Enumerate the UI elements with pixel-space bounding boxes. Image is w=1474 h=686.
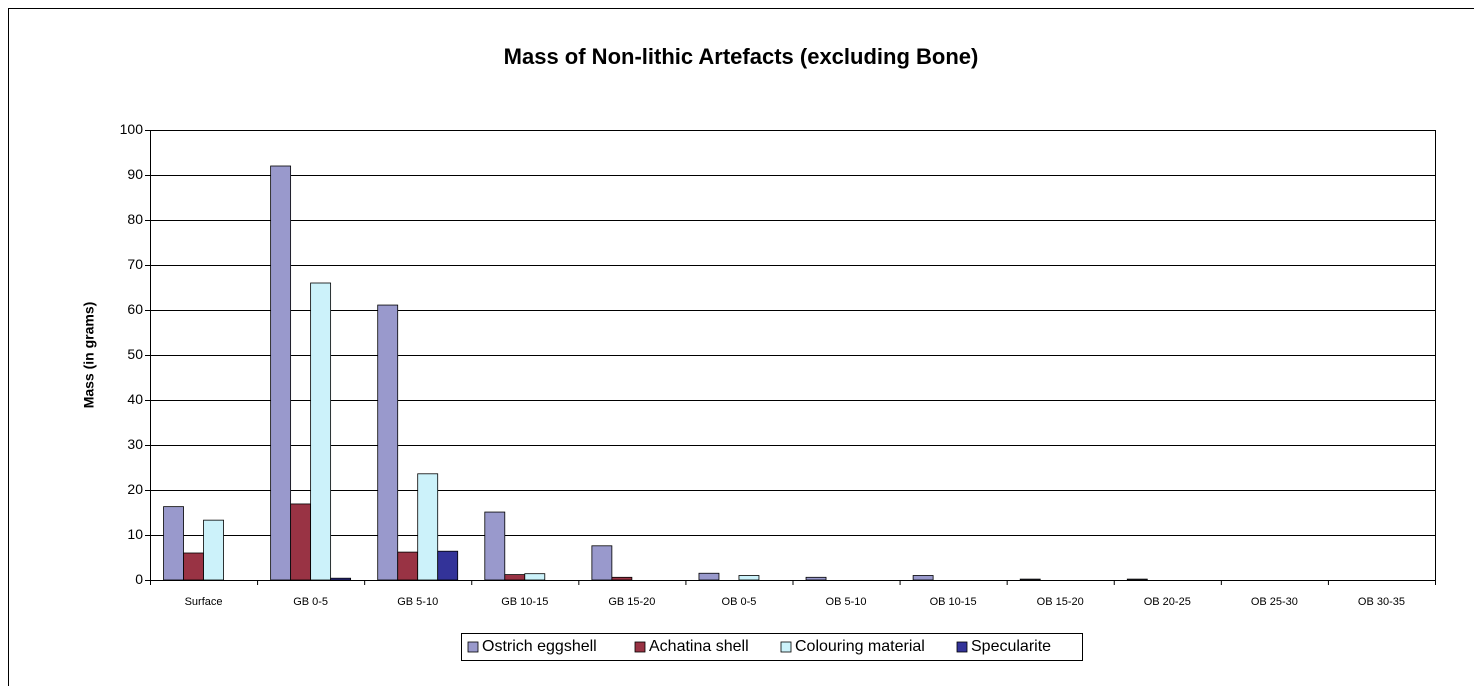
bar xyxy=(437,550,459,581)
legend-label: Colouring material xyxy=(795,638,925,655)
y-tick-label: 30 xyxy=(127,436,143,452)
bar xyxy=(611,576,633,581)
bar xyxy=(1019,578,1041,581)
y-axis-title: Mass (in grams) xyxy=(81,302,97,409)
legend-label: Ostrich eggshell xyxy=(482,638,597,655)
x-tick-label: GB 0-5 xyxy=(293,596,328,608)
y-tick-label: 40 xyxy=(127,391,143,407)
bar xyxy=(805,576,827,581)
x-tick-label: Surface xyxy=(185,596,223,608)
legend xyxy=(461,633,1083,661)
bar xyxy=(310,282,332,581)
bar xyxy=(330,577,352,581)
y-tick-label: 20 xyxy=(127,481,143,497)
x-tick-label: OB 10-15 xyxy=(930,596,977,608)
bar xyxy=(591,545,613,581)
chart-title: Mass of Non-lithic Artefacts (excluding … xyxy=(504,44,979,69)
legend-swatch xyxy=(467,641,479,653)
x-tick-label: OB 0-5 xyxy=(722,596,757,608)
y-tick-label: 50 xyxy=(127,346,143,362)
bar xyxy=(417,473,439,581)
bar xyxy=(397,551,419,581)
bar xyxy=(504,574,526,581)
legend-swatch xyxy=(634,641,646,653)
y-tick-label: 70 xyxy=(127,256,143,272)
bar xyxy=(183,552,204,581)
bar xyxy=(290,503,312,581)
bar xyxy=(738,575,760,581)
x-tick-label: OB 15-20 xyxy=(1037,596,1084,608)
chart-border xyxy=(8,8,1474,686)
x-tick-label: GB 15-20 xyxy=(608,596,655,608)
bar xyxy=(484,511,506,581)
bar xyxy=(524,573,546,581)
bar xyxy=(698,572,720,581)
y-tick-label: 0 xyxy=(135,571,143,587)
legend-label: Specularite xyxy=(971,638,1051,655)
bar xyxy=(163,506,184,581)
legend-swatch xyxy=(956,641,968,653)
x-tick-label: OB 20-25 xyxy=(1144,596,1191,608)
legend-label: Achatina shell xyxy=(649,638,749,655)
x-tick-label: GB 5-10 xyxy=(397,596,438,608)
y-tick-label: 90 xyxy=(127,166,143,182)
legend-swatch xyxy=(780,641,792,653)
bar xyxy=(1126,578,1148,581)
y-tick-label: 80 xyxy=(127,211,143,227)
bar xyxy=(203,519,224,581)
x-tick-label: OB 5-10 xyxy=(826,596,867,608)
y-tick-label: 60 xyxy=(127,301,143,317)
x-tick-label: GB 10-15 xyxy=(501,596,548,608)
x-tick-label: OB 30-35 xyxy=(1358,596,1405,608)
bar xyxy=(377,304,399,581)
x-tick-label: OB 25-30 xyxy=(1251,596,1298,608)
y-tick-label: 100 xyxy=(120,121,144,137)
bar xyxy=(270,165,292,581)
bar xyxy=(912,575,934,581)
y-tick-label: 10 xyxy=(127,526,143,542)
